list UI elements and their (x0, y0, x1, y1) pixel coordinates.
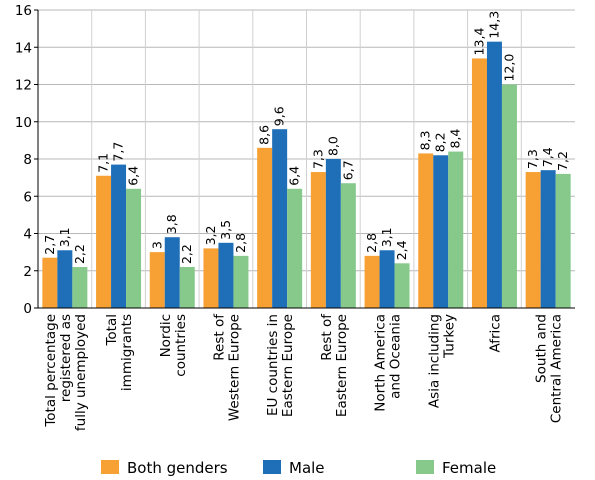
data-label: 2,2 (72, 244, 87, 264)
data-label: 6,7 (340, 160, 355, 180)
data-label: 8,0 (325, 136, 340, 156)
category-label: Total (104, 314, 120, 347)
data-label: 3,2 (203, 226, 218, 246)
category-label: Eastern Europe (334, 314, 350, 417)
y-tick-label: 10 (15, 115, 32, 131)
bar (96, 175, 112, 308)
legend-label: Female (442, 459, 496, 477)
bar (525, 172, 541, 308)
bar (540, 170, 556, 308)
bar (164, 237, 180, 308)
data-label: 3,8 (164, 214, 179, 234)
data-label: 7,7 (111, 142, 126, 162)
category-label: Western Europe (226, 314, 242, 421)
data-label: 3 (149, 241, 164, 249)
category-label: Central America (549, 314, 565, 423)
category-label: Eastern Europe (280, 314, 296, 417)
data-label: 7,3 (525, 149, 540, 169)
y-tick-label: 2 (23, 264, 32, 280)
data-label: 3,1 (379, 227, 394, 247)
category-label: registered as (58, 314, 74, 402)
data-label: 3,1 (57, 227, 72, 247)
bar (233, 255, 249, 308)
bar (471, 58, 487, 308)
category-label: Total percentage (43, 314, 59, 428)
bar (448, 151, 464, 308)
bar (364, 255, 380, 308)
data-label: 2,7 (42, 235, 57, 255)
bar (111, 164, 127, 308)
bar (203, 248, 219, 308)
y-tick-label: 6 (23, 189, 32, 205)
data-label: 7,2 (555, 151, 570, 171)
bar (555, 173, 571, 308)
data-label: 7,1 (96, 153, 111, 173)
bar (418, 153, 434, 308)
data-label: 2,4 (394, 240, 409, 260)
legend-swatch (101, 460, 119, 474)
data-label: 2,8 (364, 233, 379, 253)
category-label: Nordic (158, 314, 174, 357)
y-tick-label: 4 (23, 227, 32, 243)
data-label: 6,4 (287, 166, 302, 186)
bar (126, 188, 142, 308)
data-label: 12,0 (501, 54, 516, 82)
bar (433, 155, 449, 308)
category-label: Africa (487, 314, 503, 353)
legend-swatch (416, 460, 434, 474)
legend-swatch (263, 460, 281, 474)
bar (42, 257, 58, 308)
bar (149, 252, 165, 308)
bar (287, 188, 303, 308)
y-tick-label: 8 (23, 152, 32, 168)
y-tick-label: 14 (15, 40, 32, 56)
category-label: Rest of (211, 313, 227, 361)
bar (325, 159, 341, 308)
bar (340, 183, 356, 308)
bar (257, 147, 273, 308)
data-label: 9,6 (272, 106, 287, 126)
data-label: 13,4 (471, 28, 486, 56)
category-label: North America (373, 314, 389, 412)
category-label: Asia including (426, 314, 442, 408)
data-label: 2,8 (233, 233, 248, 253)
bar (72, 267, 88, 308)
category-label: Turkey (441, 314, 457, 359)
legend-label: Both genders (127, 459, 228, 477)
data-label: 7,3 (310, 149, 325, 169)
y-tick-label: 0 (23, 301, 32, 317)
bar (379, 250, 395, 308)
category-label: immigrants (119, 314, 135, 391)
bar (57, 250, 73, 308)
y-tick-label: 16 (15, 3, 32, 19)
data-label: 8,6 (257, 125, 272, 145)
data-label: 14,3 (486, 11, 501, 39)
category-label: and Oceania (388, 314, 404, 399)
data-label: 7,4 (540, 147, 555, 167)
bar (501, 84, 517, 308)
category-label: fully unemployed (73, 314, 89, 431)
category-label: Rest of (319, 313, 335, 361)
data-label: 3,5 (218, 220, 233, 240)
data-label: 8,4 (448, 129, 463, 149)
legend-label: Male (289, 459, 325, 477)
category-label: EU countries in (265, 314, 281, 416)
category-label: countries (173, 314, 189, 377)
category-label: South and (534, 314, 550, 383)
bar (394, 263, 410, 308)
data-label: 8,3 (418, 131, 433, 151)
y-tick-label: 12 (15, 78, 32, 94)
data-label: 8,2 (433, 132, 448, 152)
bar (179, 267, 195, 308)
data-label: 6,4 (126, 166, 141, 186)
bar (310, 172, 326, 308)
bar (272, 129, 288, 308)
bar (218, 242, 234, 308)
bar (486, 41, 502, 308)
data-label: 2,2 (179, 244, 194, 264)
